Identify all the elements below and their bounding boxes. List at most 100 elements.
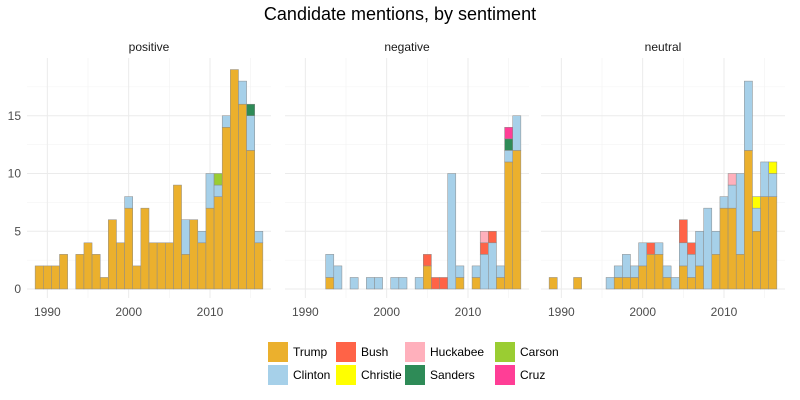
legend-item-bush: Bush bbox=[336, 341, 388, 363]
bar-clinton-2000 bbox=[124, 196, 133, 209]
bar-clinton-1998 bbox=[622, 254, 631, 278]
bar-trump-2014 bbox=[238, 103, 247, 290]
y-tick-label: 10 bbox=[8, 167, 22, 181]
bar-clinton-2013 bbox=[488, 242, 497, 290]
x-tick-label: 2010 bbox=[455, 305, 482, 319]
bar-clinton-1997 bbox=[613, 265, 623, 278]
bar-trump-2002 bbox=[654, 254, 664, 290]
bar-clinton-2011 bbox=[471, 265, 481, 278]
bar-trump-1994 bbox=[75, 254, 85, 290]
bar-clinton-2012 bbox=[735, 173, 745, 255]
bar-clinton-2004 bbox=[414, 277, 424, 290]
bar-trump-2016 bbox=[254, 242, 264, 290]
panel-neutral: neutral 1990 2000 2010 bbox=[541, 40, 785, 319]
bar-trump-2014 bbox=[496, 277, 505, 290]
bar-bush-2001 bbox=[646, 242, 656, 255]
bar-bush-2005 bbox=[679, 219, 688, 244]
bar-trump-2016 bbox=[512, 150, 522, 290]
bar-clinton-1996 bbox=[349, 277, 359, 290]
bar-trump-2014 bbox=[752, 231, 761, 290]
bar-clinton-2013 bbox=[744, 80, 753, 151]
x-tick-label: 2010 bbox=[197, 305, 224, 319]
bar-trump-2001 bbox=[646, 254, 656, 290]
bar-clinton-2003 bbox=[662, 265, 672, 278]
bar-clinton-2005 bbox=[679, 242, 688, 267]
bar-clinton-2014 bbox=[496, 265, 505, 278]
legend-swatch bbox=[268, 342, 288, 362]
bar-bush-2012 bbox=[479, 242, 489, 255]
bar-trump-2016 bbox=[768, 196, 778, 290]
bar-trump-2013 bbox=[230, 69, 239, 290]
legend-item-trump: Trump bbox=[268, 341, 327, 363]
facet-label: negative bbox=[384, 40, 430, 54]
bar-clinton-2008 bbox=[703, 207, 713, 290]
bar-trump-2011 bbox=[213, 196, 223, 290]
bar-trump-1995 bbox=[83, 242, 93, 290]
bar-clinton-2016 bbox=[254, 231, 264, 244]
legend-item-sanders: Sanders bbox=[405, 364, 475, 386]
bar-trump-1998 bbox=[622, 277, 631, 290]
y-tick-label: 5 bbox=[14, 224, 21, 238]
legend-item-carson: Carson bbox=[495, 341, 559, 363]
bar-clinton-2007 bbox=[695, 231, 704, 267]
bar-clinton-2009 bbox=[197, 231, 207, 244]
bar-trump-2015 bbox=[504, 161, 513, 290]
bar-trump-1997 bbox=[613, 277, 623, 290]
bar-clinton-2010 bbox=[719, 196, 729, 209]
bar-clinton-2004 bbox=[670, 277, 680, 290]
faceted-stacked-bar-chart: positive 1990 2000 2010 0 5 10 15 negative 1990 20… bbox=[8, 40, 785, 319]
legend-item-cruz: Cruz bbox=[495, 364, 545, 386]
bar-clinton-2002 bbox=[398, 277, 408, 290]
bar-clinton-2015 bbox=[504, 150, 513, 163]
legend-swatch bbox=[336, 365, 356, 385]
bar-bush-2006 bbox=[431, 277, 440, 290]
legend-item-christie: Christie bbox=[336, 364, 402, 386]
legend-swatch bbox=[405, 365, 425, 385]
y-tick-label: 15 bbox=[8, 109, 22, 123]
bar-trump-1992 bbox=[59, 254, 68, 290]
bar-bush-2007 bbox=[439, 277, 448, 290]
bar-trump-2003 bbox=[662, 277, 672, 290]
bar-sanders-2015 bbox=[246, 103, 255, 116]
bar-clinton-2002 bbox=[654, 242, 664, 255]
x-tick-label: 2000 bbox=[373, 305, 400, 319]
legend-swatch bbox=[405, 342, 425, 362]
bar-trump-2015 bbox=[760, 196, 769, 290]
bar-trump-2009 bbox=[455, 277, 465, 290]
bar-clinton-2009 bbox=[455, 265, 465, 278]
bar-clinton-2012 bbox=[221, 115, 231, 128]
bar-clinton-2008 bbox=[447, 173, 457, 290]
bar-trump-2011 bbox=[471, 277, 481, 290]
x-tick-label: 2010 bbox=[711, 305, 738, 319]
bar-trump-2004 bbox=[156, 242, 166, 290]
bar-trump-1992 bbox=[573, 277, 582, 290]
legend-label: Carson bbox=[520, 345, 559, 359]
legend-label: Bush bbox=[361, 345, 389, 359]
bar-trump-2012 bbox=[735, 254, 745, 290]
bar-clinton-2011 bbox=[727, 184, 737, 209]
legend: Trump Bush Huckabee Carson Clinton Christie Sa… bbox=[268, 341, 588, 391]
legend-label: Sanders bbox=[430, 368, 475, 382]
bar-carson-2011 bbox=[213, 173, 223, 186]
bar-trump-2012 bbox=[221, 127, 231, 290]
legend-label: Clinton bbox=[293, 368, 331, 382]
legend-item-clinton: Clinton bbox=[268, 364, 330, 386]
bar-clinton-2007 bbox=[181, 219, 190, 255]
bar-clinton-1993 bbox=[325, 254, 335, 278]
legend-swatch bbox=[495, 342, 515, 362]
bar-trump-2005 bbox=[423, 265, 432, 290]
bar-clinton-2015 bbox=[246, 115, 255, 151]
bar-clinton-2016 bbox=[512, 115, 522, 151]
bar-clinton-2011 bbox=[213, 184, 223, 197]
bar-clinton-2009 bbox=[711, 231, 721, 255]
bar-trump-1999 bbox=[116, 242, 125, 290]
facet-label: positive bbox=[129, 40, 170, 54]
bar-trump-2011 bbox=[727, 207, 737, 290]
bar-trump-2010 bbox=[205, 207, 215, 290]
bar-trump-2008 bbox=[189, 219, 199, 290]
bar-trump-1989 bbox=[34, 265, 44, 290]
bar-trump-1998 bbox=[108, 219, 117, 290]
bar-trump-2013 bbox=[744, 150, 753, 290]
bar-bush-2013 bbox=[488, 231, 497, 244]
bar-trump-2007 bbox=[695, 265, 704, 290]
